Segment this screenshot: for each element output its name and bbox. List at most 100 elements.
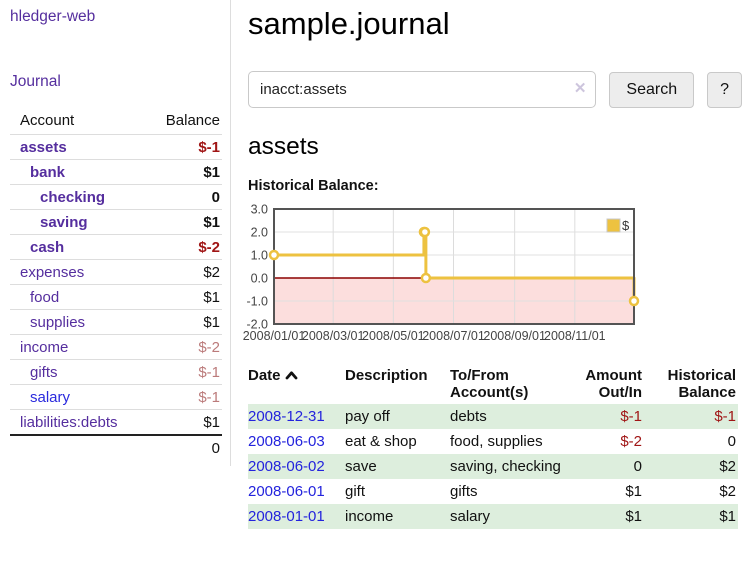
account-row: cash $-2 <box>10 234 222 260</box>
historical-balance-chart: 3.0 2.0 1.0 0.0 -1.0 -2.02008/01/012008/03/01… <box>243 203 640 343</box>
account-page-title: assets <box>248 133 319 160</box>
search-input[interactable] <box>248 71 597 108</box>
register-header-date-label: Date <box>248 367 281 384</box>
main-content: sample.journal ✕ Search ? assets Histori… <box>243 0 742 529</box>
svg-text:2008/05/01: 2008/05/01 <box>362 329 425 343</box>
account-link-cash[interactable]: cash <box>30 238 65 256</box>
register-row: 2008-06-03 eat & shop food, supplies $-2 0 <box>248 429 738 454</box>
app-brand-link[interactable]: hledger-web <box>10 8 96 25</box>
account-link-salary[interactable]: salary <box>30 388 71 406</box>
transaction-accounts: salary <box>450 508 491 525</box>
transaction-balance: 0 <box>727 433 736 450</box>
search-form: ✕ Search ? <box>248 71 742 108</box>
account-balance: $-1 <box>198 138 220 156</box>
svg-text:2.0: 2.0 <box>251 226 268 240</box>
accounts-header-balance: Balance <box>165 112 220 129</box>
account-link-income[interactable]: income <box>20 338 69 356</box>
accounts-header-account: Account <box>20 112 75 129</box>
transaction-amount: $-1 <box>620 408 642 425</box>
account-link-liabilities-debts[interactable]: liabilities:debts <box>20 413 118 431</box>
account-balance: $1 <box>203 413 220 431</box>
transaction-date-link[interactable]: 2008-06-03 <box>248 433 325 450</box>
register-table: Date Description To/From Account(s) Amou… <box>248 364 738 529</box>
register-table-header: Date Description To/From Account(s) Amou… <box>248 364 738 404</box>
accounts-table-body: assets $-1 bank $1 checking 0 saving $1 cash $-2 e… <box>10 134 222 436</box>
svg-text:2008/03/01: 2008/03/01 <box>302 329 365 343</box>
account-link-saving[interactable]: saving <box>40 213 88 231</box>
sidebar-item-journal[interactable]: Journal <box>10 73 61 90</box>
account-row: gifts $-1 <box>10 359 222 385</box>
transaction-balance: $1 <box>719 508 736 525</box>
account-row: expenses $2 <box>10 259 222 285</box>
sort-up-icon <box>285 367 298 384</box>
account-row: income $-2 <box>10 334 222 360</box>
transaction-amount: 0 <box>633 458 642 475</box>
account-link-supplies[interactable]: supplies <box>30 313 86 331</box>
chart-data-point <box>419 226 431 238</box>
search-button[interactable]: Search <box>609 71 695 108</box>
account-balance: $2 <box>203 263 220 281</box>
page-title: sample.journal <box>248 6 450 41</box>
register-table-body: 2008-12-31 pay off debts $-1 $-1 2008-06-03 ea… <box>248 404 738 529</box>
register-header-balance: Historical Balance <box>667 367 736 401</box>
account-row: salary $-1 <box>10 384 222 410</box>
account-row: supplies $1 <box>10 309 222 335</box>
chart-data-point <box>420 272 432 284</box>
account-row: food $1 <box>10 284 222 310</box>
svg-text:2008/09/01: 2008/09/01 <box>483 329 546 343</box>
account-balance: $-2 <box>198 338 220 356</box>
svg-text:0.0: 0.0 <box>251 272 268 286</box>
register-header-accounts: To/From Account(s) <box>450 367 529 401</box>
transaction-accounts: debts <box>450 408 487 425</box>
transaction-amount: $1 <box>625 508 642 525</box>
account-balance: $-1 <box>198 388 220 406</box>
register-header-amount: Amount Out/In <box>585 367 642 401</box>
account-row: liabilities:debts $1 <box>10 409 222 436</box>
transaction-amount: $-2 <box>620 433 642 450</box>
transaction-accounts: gifts <box>450 483 478 500</box>
chart-label: Historical Balance: <box>248 178 379 194</box>
account-balance: $1 <box>203 288 220 306</box>
svg-text:1.0: 1.0 <box>251 249 268 263</box>
chart-data-point <box>628 295 640 307</box>
account-balance: $1 <box>203 163 220 181</box>
account-link-assets[interactable]: assets <box>20 138 67 156</box>
account-link-expenses[interactable]: expenses <box>20 263 85 281</box>
chart-legend-label: $ <box>622 218 630 233</box>
register-header-description: Description <box>345 367 428 384</box>
search-input-wrap: ✕ <box>248 71 597 108</box>
accounts-total-value: 0 <box>141 434 222 460</box>
transaction-accounts: saving, checking <box>450 458 561 475</box>
clear-search-icon[interactable]: ✕ <box>573 80 587 97</box>
account-row: bank $1 <box>10 159 222 185</box>
transaction-description: save <box>345 458 377 475</box>
register-row: 2008-06-02 save saving, checking 0 $2 <box>248 454 738 479</box>
svg-text:2008/01/01: 2008/01/01 <box>243 329 306 343</box>
transaction-date-link[interactable]: 2008-12-31 <box>248 408 325 425</box>
sidebar: hledger-web Journal Account Balance asse… <box>0 0 231 466</box>
transaction-balance: $2 <box>719 483 736 500</box>
transaction-balance: $2 <box>719 458 736 475</box>
account-link-bank[interactable]: bank <box>30 163 66 181</box>
transaction-accounts: food, supplies <box>450 433 543 450</box>
account-link-checking[interactable]: checking <box>40 188 106 206</box>
svg-text:-2.0: -2.0 <box>246 318 268 332</box>
transaction-date-link[interactable]: 2008-06-01 <box>248 483 325 500</box>
account-link-gifts[interactable]: gifts <box>30 363 58 381</box>
account-link-food[interactable]: food <box>30 288 60 306</box>
account-balance: $1 <box>203 313 220 331</box>
register-row: 2008-01-01 income salary $1 $1 <box>248 504 738 529</box>
transaction-amount: $1 <box>625 483 642 500</box>
transaction-description: eat & shop <box>345 433 417 450</box>
account-row: assets $-1 <box>10 134 222 160</box>
transaction-description: gift <box>345 483 366 500</box>
register-row: 2008-12-31 pay off debts $-1 $-1 <box>248 404 738 429</box>
accounts-total-row: 0 <box>10 434 222 460</box>
transaction-date-link[interactable]: 2008-06-02 <box>248 458 325 475</box>
transaction-date-link[interactable]: 2008-01-01 <box>248 508 325 525</box>
accounts-total-spacer <box>10 434 142 460</box>
account-row: checking 0 <box>10 184 222 210</box>
account-balance: $-2 <box>198 238 220 256</box>
help-button[interactable]: ? <box>707 71 742 108</box>
account-balance: $-1 <box>198 363 220 381</box>
